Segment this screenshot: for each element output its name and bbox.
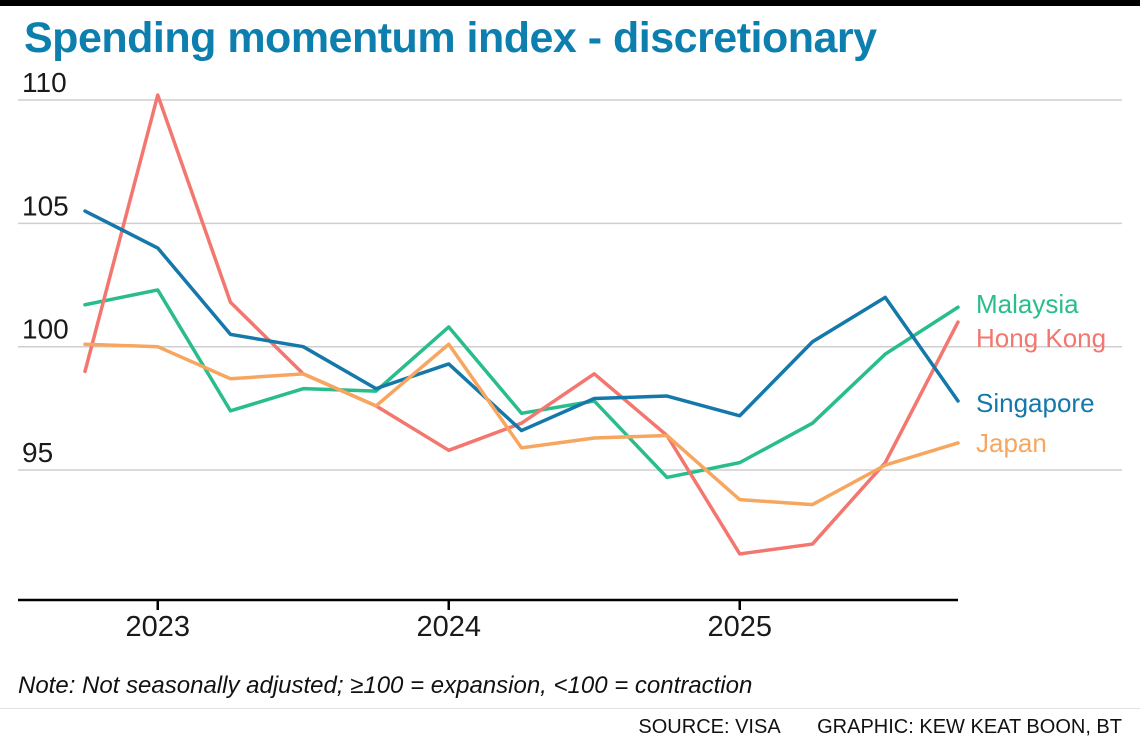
y-axis-tick-label: 100 — [22, 314, 69, 345]
footer: SOURCE: VISA GRAPHIC: KEW KEAT BOON, BT — [0, 716, 1122, 739]
series-label-japan: Japan — [976, 428, 1047, 458]
x-axis-tick-label: 2024 — [416, 611, 481, 643]
x-axis-tick-label: 2023 — [125, 611, 190, 643]
footer-rule — [0, 708, 1140, 709]
series-line-hong-kong — [83, 93, 960, 556]
series-label-malaysia: Malaysia — [976, 289, 1079, 319]
chart-note: Note: Not seasonally adjusted; ≥100 = ex… — [18, 672, 753, 699]
graphic-credit-text: GRAPHIC: KEW KEAT BOON, BT — [817, 716, 1122, 738]
series-label-singapore: Singapore — [976, 388, 1095, 418]
series-label-hong-kong: Hong Kong — [976, 323, 1106, 353]
y-axis-tick-label: 95 — [22, 437, 53, 468]
chart-svg: 95 100 105 110 2023 2024 2025 Malaysia Hong Kong… — [18, 67, 1122, 643]
series-line-malaysia — [83, 288, 960, 480]
chart-title: Spending momentum index - discretionary — [24, 14, 877, 62]
y-axis-tick-label: 105 — [22, 190, 69, 221]
series-line-singapore — [83, 209, 960, 433]
y-axis-tick-label: 110 — [22, 67, 67, 98]
top-rule — [0, 0, 1140, 6]
source-text: SOURCE: VISA — [638, 716, 780, 738]
x-axis-tick-label: 2025 — [707, 611, 772, 643]
series-line-japan — [83, 342, 960, 507]
